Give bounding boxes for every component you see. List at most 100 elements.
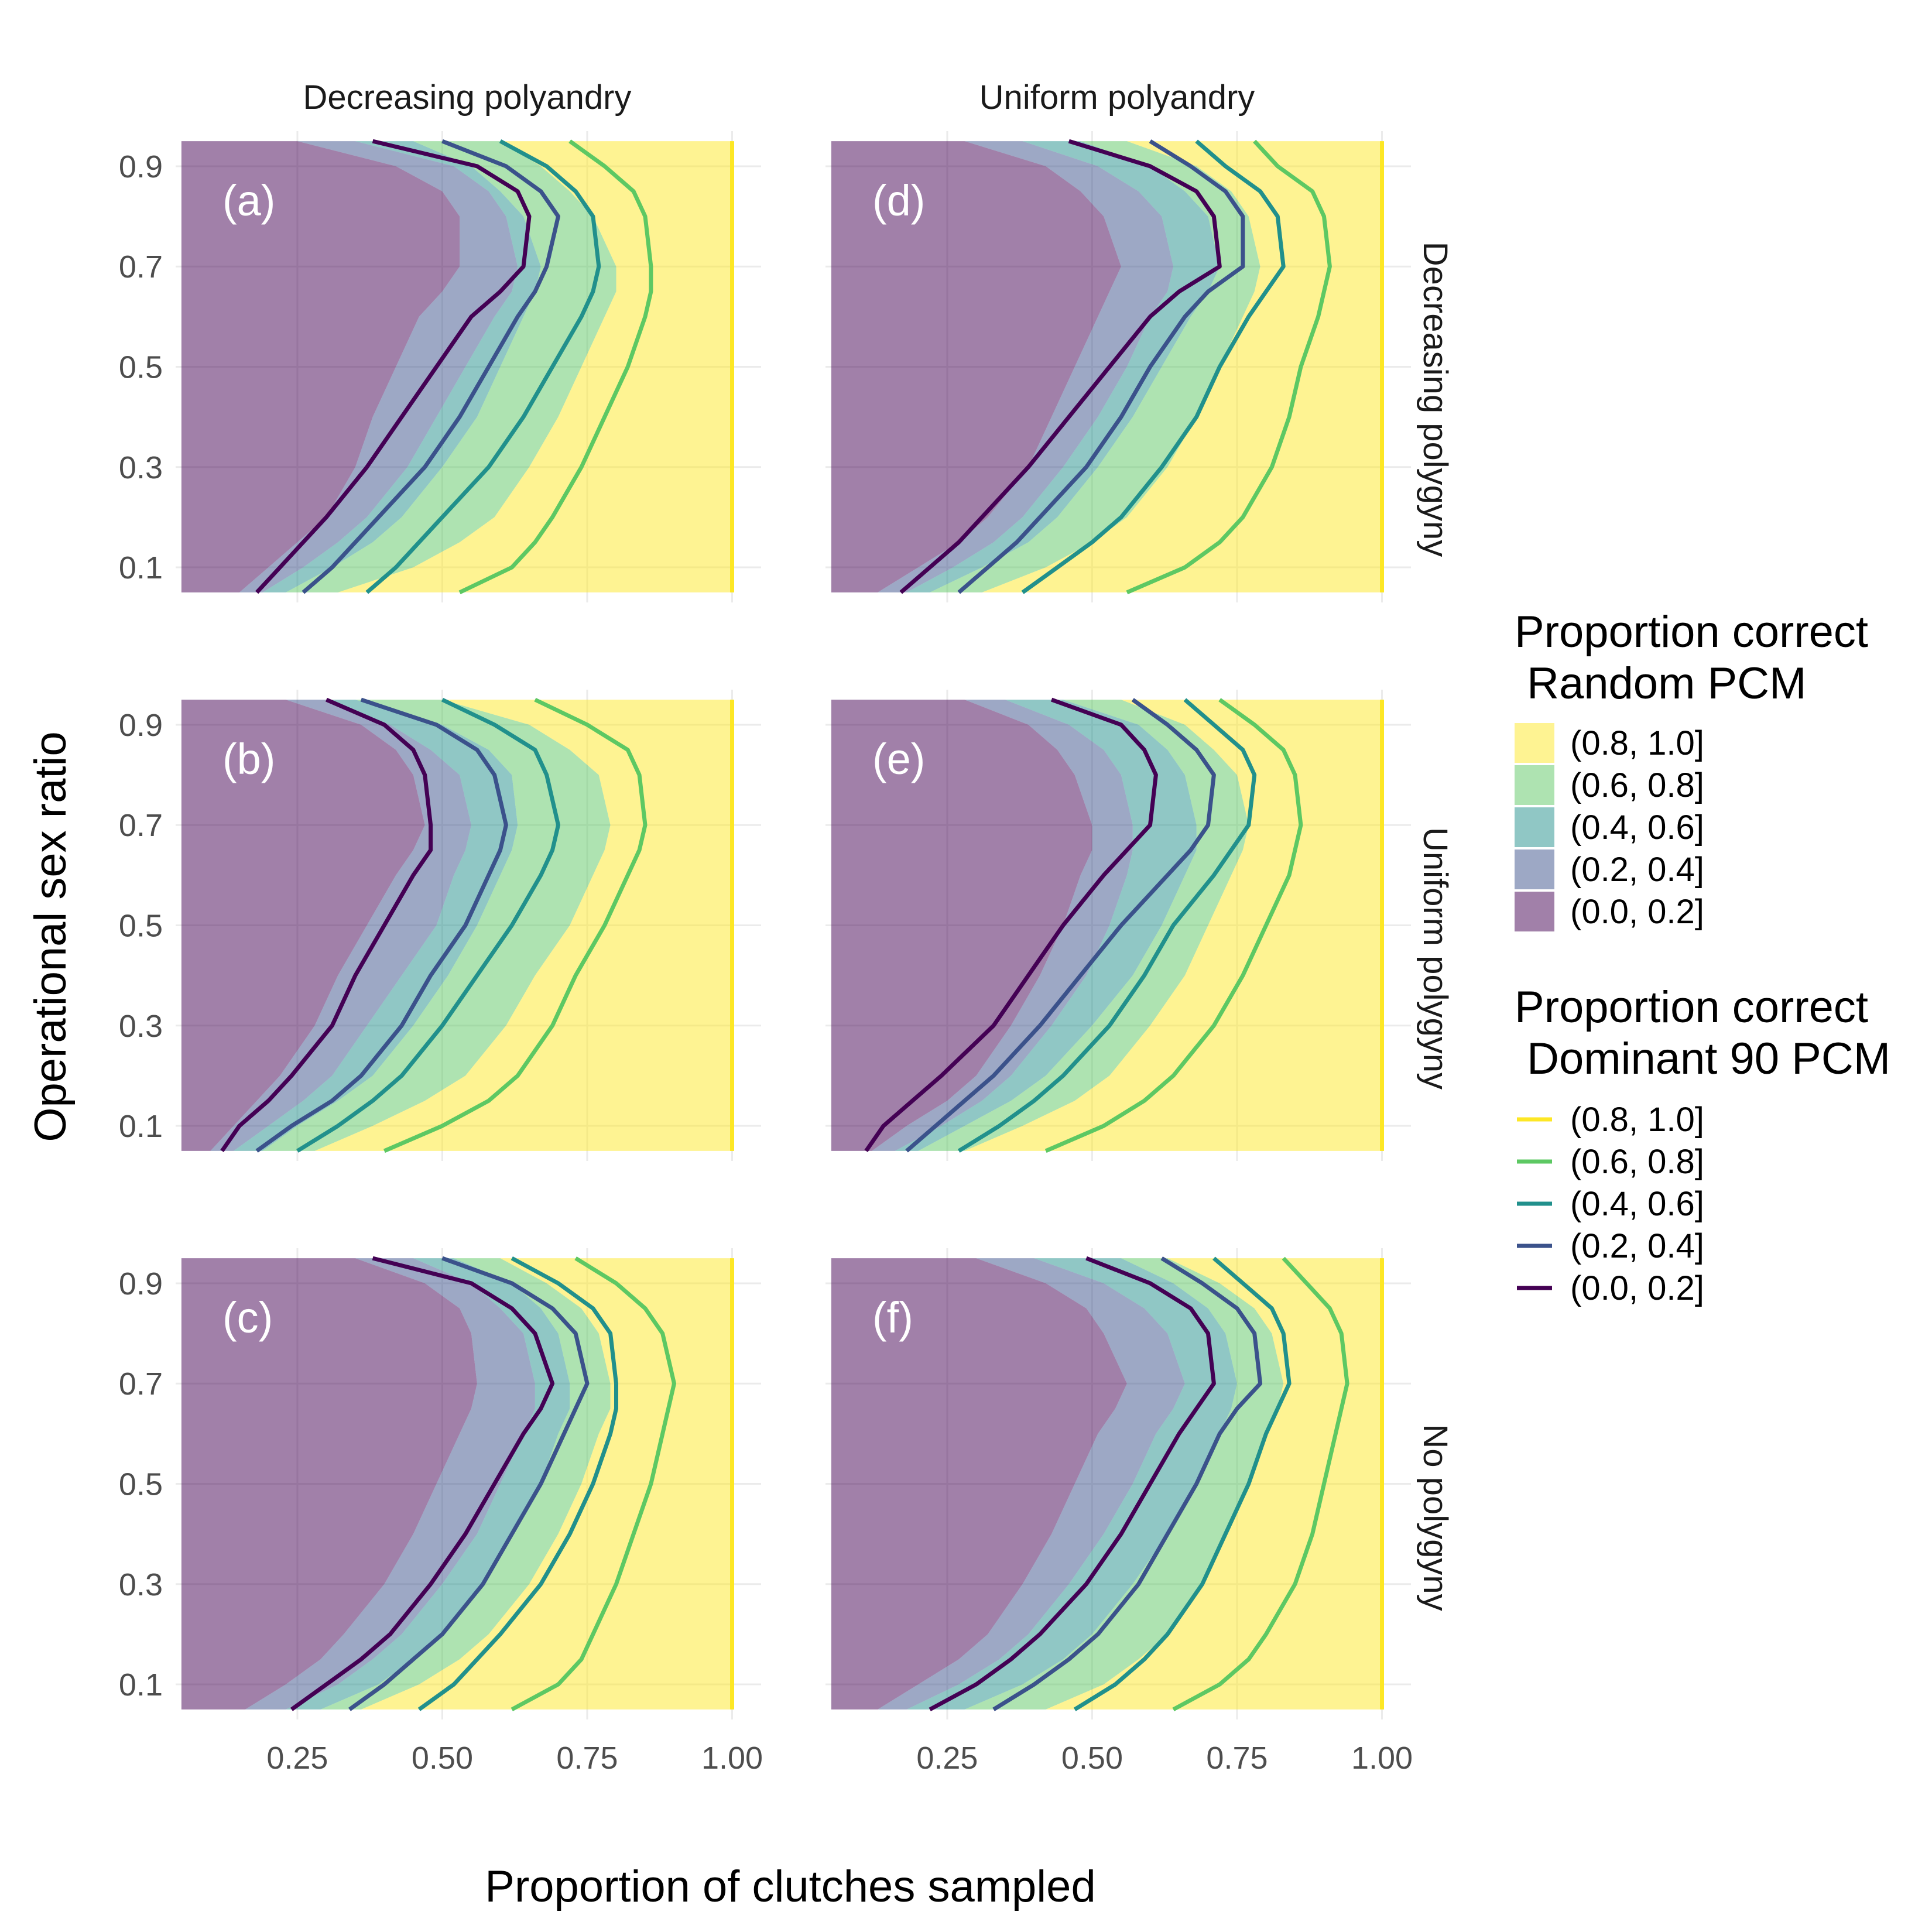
- legend-fill-label: (0.2, 0.4]: [1570, 851, 1704, 889]
- y-tick-label: 0.7: [119, 1366, 163, 1402]
- dominant-pcm-line-0: [899, 139, 1222, 594]
- dominant-pcm-line-2: [957, 698, 1257, 1153]
- random-pcm-band-3: [918, 700, 1249, 1151]
- y-tick-label: 0.1: [119, 1109, 163, 1144]
- dominant-pcm-line-3: [1126, 139, 1332, 595]
- legend-line-title: Proportion correct Dominant 90 PCM: [1515, 982, 1890, 1084]
- legend-fill-label: (0.8, 1.0]: [1570, 724, 1704, 762]
- random-pcm-band-2: [895, 700, 1197, 1151]
- dominant-pcm-lines: [929, 1256, 1384, 1711]
- x-tick-label: 0.75: [556, 1741, 618, 1776]
- random-pcm-bands: [831, 700, 1382, 1151]
- x-tick-label: 1.00: [701, 1741, 763, 1776]
- legend-line-label: (0.8, 1.0]: [1570, 1101, 1704, 1139]
- random-pcm-band-2: [906, 1258, 1237, 1710]
- random-pcm-band-1: [210, 700, 471, 1151]
- dominant-pcm-lines: [899, 139, 1384, 595]
- panel-f: (f) 0.25 0.50 0.75 1.00: [825, 1248, 1413, 1776]
- legend-fill-key: [1515, 849, 1554, 889]
- panel-label: (e): [872, 735, 925, 783]
- y-tick-label: 0.3: [119, 450, 163, 485]
- panel-d: (d): [825, 131, 1411, 602]
- dominant-pcm-line-3: [458, 139, 653, 595]
- legend-line-label: (0.2, 0.4]: [1570, 1227, 1704, 1265]
- x-tick-label: 0.50: [1061, 1741, 1123, 1776]
- panel-b: (b) 0.1 0.3 0.5 0.7 0.9: [119, 690, 761, 1161]
- dominant-pcm-line-2: [1021, 139, 1286, 594]
- random-pcm-band-2: [906, 141, 1220, 592]
- dominant-pcm-line-0: [255, 139, 532, 594]
- dominant-pcm-line-3: [1172, 1256, 1349, 1711]
- random-pcm-band-4: [361, 1258, 732, 1710]
- dominant-pcm-line-2: [417, 1256, 618, 1711]
- dominant-pcm-lines: [220, 697, 734, 1153]
- x-tick-label: 0.50: [412, 1741, 473, 1776]
- random-pcm-band-1: [878, 1258, 1185, 1710]
- x-tick-label: 0.25: [266, 1741, 328, 1776]
- panel-c: (c) 0.1 0.3 0.5 0.7 0.9 0.25 0.50 0.75 1.00: [119, 1248, 763, 1776]
- random-pcm-band-0: [181, 1258, 477, 1710]
- dominant-pcm-line-0: [929, 1256, 1216, 1711]
- legend-fill-label: (0.4, 0.6]: [1570, 809, 1704, 847]
- dominant-pcm-line-1: [957, 139, 1245, 594]
- y-tick-label: 0.3: [119, 1567, 163, 1602]
- y-tick-label: 0.3: [119, 1009, 163, 1044]
- panel-label: (a): [222, 176, 275, 225]
- dominant-pcm-lines: [290, 1256, 734, 1711]
- dominant-pcm-line-2: [365, 139, 601, 594]
- dominant-pcm-line-0: [864, 697, 1158, 1152]
- dominant-pcm-line-1: [992, 1256, 1263, 1711]
- random-pcm-band-2: [262, 141, 541, 592]
- random-pcm-band-3: [320, 1258, 611, 1710]
- legend-fill-title: Proportion correct Random PCM: [1515, 607, 1868, 708]
- random-pcm-band-0: [831, 141, 1121, 592]
- y-tick-label: 0.9: [119, 708, 163, 743]
- random-pcm-band-2: [286, 1258, 570, 1710]
- legend-line-label: (0.4, 0.6]: [1570, 1185, 1704, 1223]
- panel-label: (c): [222, 1293, 273, 1342]
- panel-label: (f): [872, 1293, 913, 1342]
- dominant-pcm-line-0: [220, 697, 433, 1152]
- panel-a: (a) 0.1 0.3 0.5 0.7 0.9: [119, 131, 761, 602]
- panel-label: (d): [872, 176, 925, 225]
- dominant-pcm-lines: [864, 697, 1384, 1153]
- dominant-pcm-line-1: [905, 698, 1216, 1153]
- dominant-pcm-line-3: [1044, 698, 1303, 1153]
- y-tick-label: 0.1: [119, 550, 163, 585]
- dominant-pcm-line-3: [511, 1256, 676, 1711]
- random-pcm-bands: [181, 700, 732, 1151]
- dominant-pcm-line-2: [296, 697, 560, 1153]
- panel-e: (e): [825, 690, 1411, 1161]
- legend-fill-key: [1515, 892, 1554, 931]
- random-pcm-band-4: [964, 700, 1382, 1151]
- random-pcm-band-4: [338, 141, 732, 592]
- random-pcm-band-4: [1046, 1258, 1382, 1710]
- facet-column-label-decreasing-polyandry: Decreasing polyandry: [303, 78, 632, 117]
- dominant-pcm-line-2: [1073, 1256, 1292, 1711]
- random-pcm-band-3: [262, 700, 611, 1151]
- random-pcm-band-0: [831, 700, 1092, 1151]
- random-pcm-band-0: [181, 141, 460, 592]
- legend: Proportion correct Random PCM (0.8, 1.0] (…: [1515, 607, 1890, 1307]
- y-tick-label: 0.1: [119, 1667, 163, 1703]
- x-tick-label: 1.00: [1351, 1741, 1413, 1776]
- legend-line-label: (0.6, 0.8]: [1570, 1143, 1704, 1181]
- dominant-pcm-line-0: [290, 1256, 555, 1711]
- legend-fill-key: [1515, 807, 1554, 847]
- random-pcm-band-1: [872, 700, 1133, 1151]
- panels-layer: (a) 0.1 0.3 0.5 0.7 0.9 (b) 0.1 0.3 0.5 0.7 0.9 (c) 0…: [119, 131, 1413, 1776]
- dominant-pcm-line-1: [348, 1256, 590, 1711]
- x-axis-title: Proportion of clutches sampled: [485, 1862, 1095, 1912]
- random-pcm-band-3: [930, 141, 1260, 592]
- random-pcm-band-1: [239, 141, 518, 592]
- random-pcm-bands: [831, 1258, 1382, 1710]
- dominant-pcm-line-3: [383, 697, 648, 1153]
- facet-row-label-decreasing-polygyny: Decreasing polygyny: [1416, 242, 1454, 557]
- facet-column-label-uniform-polyandry: Uniform polyandry: [979, 78, 1255, 117]
- random-pcm-band-1: [245, 1258, 535, 1710]
- y-tick-label: 0.9: [119, 1266, 163, 1301]
- random-pcm-band-3: [964, 1258, 1284, 1710]
- random-pcm-band-1: [878, 141, 1174, 592]
- facet-row-label-no-polygyny: No polygyny: [1416, 1424, 1454, 1611]
